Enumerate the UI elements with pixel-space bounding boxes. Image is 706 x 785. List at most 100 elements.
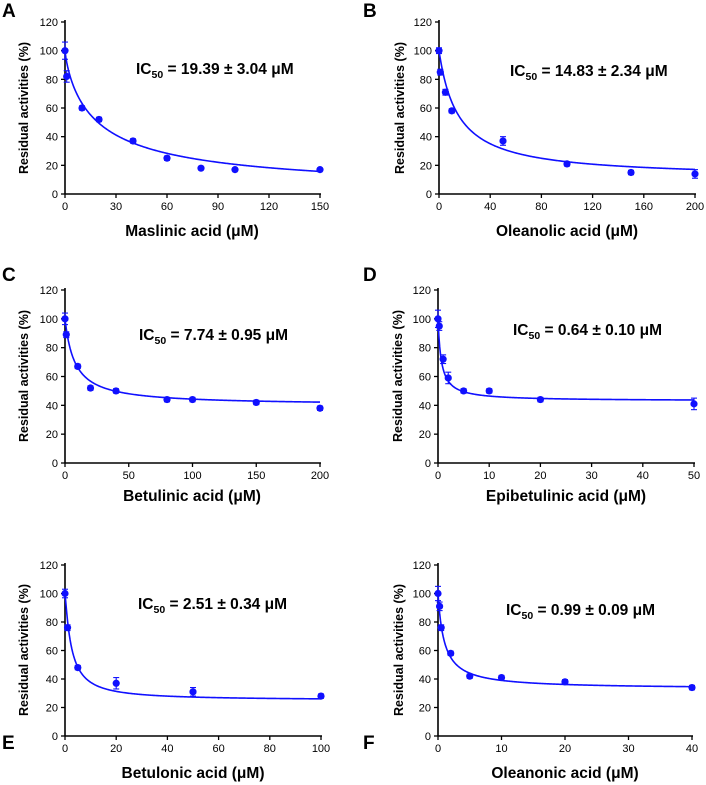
x-tick-label: 40 — [637, 470, 649, 482]
y-tick-label: 100 — [40, 589, 58, 601]
y-axis-title: Residual activities (%) — [391, 310, 405, 442]
data-point — [435, 47, 443, 55]
y-tick-label: 120 — [40, 17, 58, 29]
x-tick-label: 50 — [688, 470, 700, 482]
data-point — [61, 47, 69, 55]
y-tick-label: 100 — [414, 46, 432, 58]
data-point — [437, 624, 445, 632]
x-tick-label: 160 — [635, 201, 653, 213]
y-tick-label: 20 — [46, 160, 58, 172]
y-tick-label: 40 — [420, 132, 432, 144]
data-point — [536, 395, 545, 404]
y-tick-label: 40 — [419, 674, 431, 686]
data-point — [435, 322, 443, 330]
x-tick-label: 10 — [495, 743, 507, 755]
x-tick-label: 40 — [686, 743, 698, 755]
data-point — [688, 683, 696, 692]
y-tick-label: 40 — [46, 674, 58, 686]
ic50-subscript: 50 — [155, 335, 167, 347]
panel-b: B Residual activities (%) Oleanolic acid… — [363, 1, 704, 240]
x-tick-label: 60 — [212, 743, 224, 755]
data-point — [317, 692, 325, 700]
data-point — [563, 160, 571, 168]
y-tick-label: 80 — [420, 74, 432, 86]
ic50-subscript: 50 — [529, 330, 541, 342]
data-point — [561, 678, 569, 686]
data-point — [444, 374, 452, 382]
y-tick-label: 0 — [52, 189, 58, 201]
y-tick-label: 80 — [419, 343, 431, 355]
data-point — [163, 154, 171, 162]
x-axis-title: Betulinic acid (μM) — [123, 488, 261, 505]
panel-letter: E — [2, 733, 15, 754]
x-tick-label: 150 — [311, 201, 329, 213]
data-point — [466, 672, 474, 680]
y-tick-label: 60 — [419, 646, 431, 658]
x-tick-label: 0 — [62, 743, 68, 755]
y-axis-title: Residual activities (%) — [17, 310, 31, 442]
y-tick-label: 0 — [52, 458, 58, 470]
data-point — [485, 387, 493, 395]
data-point — [448, 107, 456, 115]
panel-c: C Residual activities (%) Betulinic acid… — [2, 265, 329, 505]
data-point — [61, 589, 69, 598]
panel-letter: A — [2, 1, 16, 22]
data-point — [74, 664, 82, 672]
y-tick-label: 100 — [413, 314, 431, 326]
ic50-annotation: IC50 = 14.83 ± 2.34 μM — [510, 63, 668, 83]
ic50-annotation: IC50 = 0.99 ± 0.09 μM — [506, 602, 655, 622]
data-point — [439, 355, 447, 363]
data-point — [74, 362, 82, 371]
data-point — [63, 72, 71, 81]
x-tick-label: 30 — [585, 470, 597, 482]
y-axis-title: Residual activities (%) — [392, 584, 406, 716]
y-tick-label: 20 — [419, 703, 431, 715]
panel-d: D Residual activities (%) Epibetulinic a… — [363, 265, 700, 505]
data-point — [189, 688, 197, 696]
data-point — [447, 649, 455, 657]
y-tick-label: 80 — [46, 343, 58, 355]
x-tick-label: 120 — [260, 201, 278, 213]
ic50-prefix: IC — [510, 63, 526, 80]
y-tick-label: 80 — [46, 617, 58, 629]
x-tick-label: 0 — [435, 743, 441, 755]
ic50-annotation: IC50 = 0.64 ± 0.10 μM — [513, 322, 662, 342]
data-point — [95, 115, 103, 124]
data-point — [62, 331, 70, 339]
y-axis-title: Residual activities (%) — [17, 584, 31, 716]
data-point — [163, 395, 171, 404]
panel-letter: C — [2, 265, 16, 286]
x-tick-label: 200 — [686, 201, 704, 213]
x-axis-title: Betulonic acid (μM) — [122, 765, 265, 782]
y-tick-label: 0 — [425, 731, 431, 743]
ic50-value: = 2.51 ± 0.34 μM — [165, 596, 287, 613]
x-tick-label: 40 — [161, 743, 173, 755]
data-point — [112, 387, 120, 395]
x-tick-label: 60 — [161, 201, 173, 213]
y-tick-label: 40 — [46, 132, 58, 144]
data-point — [441, 88, 449, 96]
ic50-value: = 19.39 ± 3.04 μM — [163, 61, 293, 78]
y-tick-label: 0 — [52, 731, 58, 743]
y-tick-label: 80 — [419, 617, 431, 629]
data-point — [316, 404, 324, 412]
data-point — [497, 673, 506, 682]
y-tick-label: 100 — [413, 589, 431, 601]
y-tick-label: 100 — [40, 314, 58, 326]
ic50-prefix: IC — [138, 596, 154, 613]
panel-f: F Residual activities (%) Oleanonic acid… — [363, 560, 698, 782]
x-axis-title: Epibetulinic acid (μM) — [486, 488, 646, 505]
data-point — [434, 315, 442, 323]
x-tick-label: 100 — [183, 470, 201, 482]
x-tick-label: 120 — [583, 201, 601, 213]
data-point — [63, 624, 72, 632]
x-tick-label: 150 — [247, 470, 265, 482]
ic50-subscript: 50 — [152, 69, 164, 81]
fit-curve — [64, 593, 321, 700]
ic50-subscript: 50 — [154, 604, 166, 616]
y-tick-label: 120 — [40, 285, 58, 297]
data-point — [436, 68, 444, 76]
x-tick-label: 20 — [534, 470, 546, 482]
panel-e: E Residual activities (%) Betulonic acid… — [2, 560, 330, 782]
